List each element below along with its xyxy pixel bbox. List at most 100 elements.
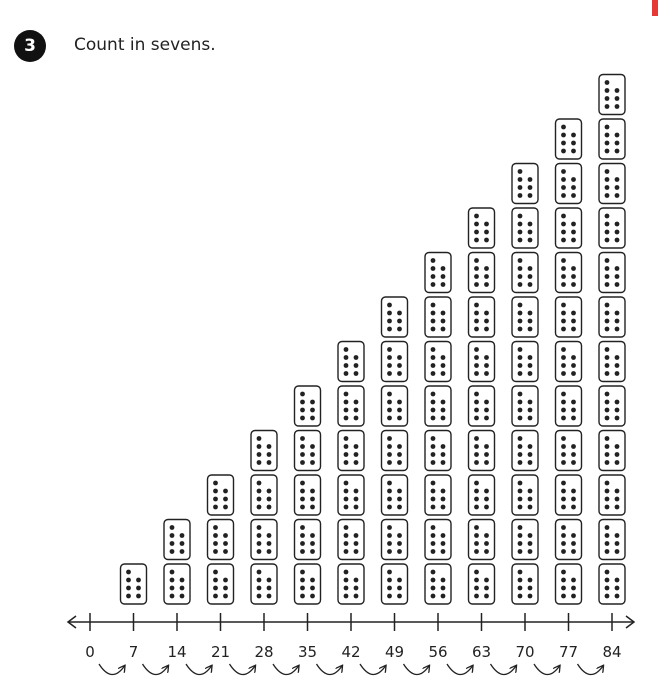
die-seven: [337, 385, 365, 427]
die-seven: [554, 207, 583, 249]
die-seven: [380, 296, 409, 338]
number-line-label: 56: [428, 643, 447, 661]
die-seven: [598, 385, 626, 427]
dice-stacks: [119, 73, 626, 605]
die-seven: [511, 474, 539, 516]
jump-arrow: [228, 663, 256, 676]
die-seven: [467, 518, 496, 561]
die-seven: [293, 518, 322, 561]
jump-arrow: [185, 663, 212, 676]
dice-stack: [511, 162, 539, 605]
die-seven: [554, 340, 583, 383]
die-seven: [424, 340, 452, 383]
die-seven: [424, 385, 452, 427]
die-seven: [250, 563, 278, 605]
jump-arrow: [576, 663, 604, 676]
die-seven: [554, 251, 583, 294]
dice-stack: [119, 563, 148, 605]
die-seven: [598, 118, 626, 160]
dice-stack: [598, 73, 626, 605]
dice-stack: [424, 251, 452, 605]
die-seven: [119, 563, 148, 605]
die-seven: [598, 207, 626, 249]
die-seven: [511, 251, 539, 294]
die-seven: [554, 162, 583, 205]
die-seven: [293, 385, 322, 427]
die-seven: [293, 474, 322, 516]
die-seven: [337, 429, 365, 472]
die-seven: [206, 518, 235, 561]
die-seven: [293, 563, 322, 605]
number-line-label: 14: [167, 643, 186, 661]
die-seven: [598, 340, 626, 383]
dice-stack: [206, 474, 235, 605]
dice-stack: [250, 429, 278, 605]
die-seven: [598, 251, 626, 294]
die-seven: [380, 385, 409, 427]
die-seven: [554, 429, 583, 472]
die-seven: [554, 296, 583, 338]
die-seven: [511, 563, 539, 605]
number-line-label: 21: [211, 643, 230, 661]
die-seven: [337, 518, 365, 561]
die-seven: [163, 563, 191, 605]
die-seven: [511, 385, 539, 427]
die-seven: [337, 340, 365, 383]
die-seven: [293, 429, 322, 472]
die-seven: [554, 474, 583, 516]
die-seven: [598, 296, 626, 338]
die-seven: [598, 162, 626, 205]
question-number: 3: [24, 36, 36, 56]
die-seven: [380, 518, 409, 561]
die-seven: [424, 251, 452, 294]
number-line-label: 7: [129, 643, 139, 661]
die-seven: [467, 251, 496, 294]
dice-stack: [380, 296, 409, 605]
die-seven: [511, 296, 539, 338]
question-instruction: Count in sevens.: [74, 35, 216, 55]
question-number-badge: 3: [14, 30, 46, 62]
jump-arrow: [402, 663, 430, 676]
jump-arrow: [272, 663, 299, 676]
die-seven: [511, 162, 539, 205]
die-seven: [380, 340, 409, 383]
jump-arrow: [141, 663, 169, 676]
jump-arrow: [489, 663, 517, 676]
die-seven: [380, 474, 409, 516]
die-seven: [250, 429, 278, 472]
number-line-label: 63: [472, 643, 491, 661]
right-arrow-end: [625, 615, 636, 629]
die-seven: [554, 518, 583, 561]
dice-stack: [163, 518, 191, 605]
die-seven: [206, 474, 235, 516]
die-seven: [511, 429, 539, 472]
dice-stack: [293, 385, 322, 605]
die-seven: [511, 518, 539, 561]
die-seven: [424, 296, 452, 338]
die-seven: [554, 385, 583, 427]
die-seven: [467, 340, 496, 383]
die-seven: [467, 296, 496, 338]
jump-arrows: [98, 663, 604, 676]
number-line-label: 77: [559, 643, 578, 661]
die-seven: [337, 474, 365, 516]
corner-tab: [652, 0, 658, 16]
dice-stack: [337, 340, 365, 605]
die-seven: [424, 563, 452, 605]
die-seven: [467, 429, 496, 472]
die-seven: [598, 73, 626, 116]
number-line-labels: 0 7 14 21 28 35 42 49 56 63 70 77 84: [85, 643, 621, 661]
die-seven: [598, 563, 626, 605]
die-seven: [163, 518, 191, 561]
die-seven: [598, 518, 626, 561]
die-seven: [424, 474, 452, 516]
number-line-label: 42: [341, 643, 360, 661]
jump-arrow: [446, 663, 473, 676]
dice-stack: [467, 207, 496, 605]
number-line-label: 35: [298, 643, 317, 661]
jump-arrow: [315, 663, 343, 676]
number-line-label: 84: [602, 643, 621, 661]
die-seven: [424, 518, 452, 561]
number-line-label: 0: [85, 643, 95, 661]
